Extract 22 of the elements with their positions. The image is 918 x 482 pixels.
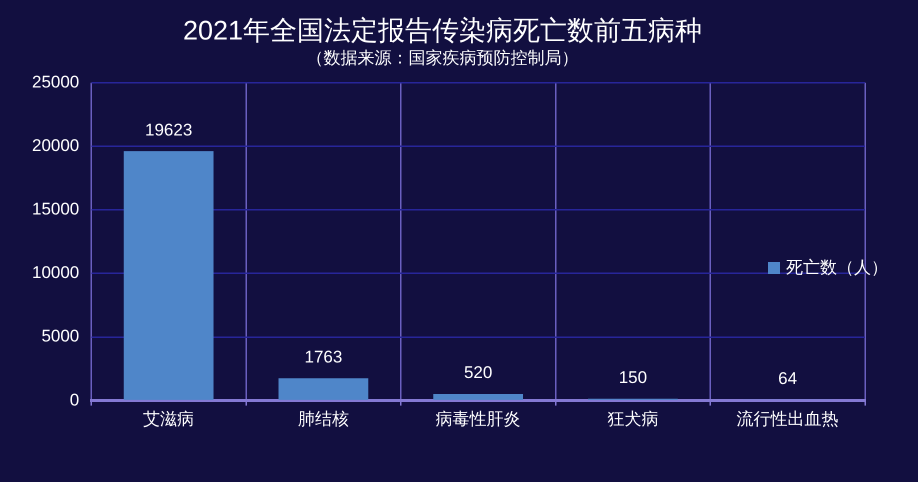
y-tick-label: 25000 [32,72,80,92]
y-tick-label: 10000 [32,263,80,282]
data-label: 520 [464,363,492,382]
bar [124,151,214,400]
bar [278,378,368,400]
x-tick-label: 流行性出血热 [736,409,839,428]
y-tick-label: 15000 [32,200,80,219]
y-tick-label: 5000 [41,326,80,346]
y-tick-label: 20000 [32,136,80,156]
bar [433,394,524,400]
chart-subtitle: （数据来源：国家疾病预防控制局） [306,48,578,68]
legend-label: 死亡数（人） [786,257,888,279]
chart-title: 2021年全国法定报告传染病死亡数前五病种 [182,16,702,46]
data-label: 150 [618,368,648,387]
x-tick-label: 病毒性肝炎 [436,409,521,428]
data-label: 64 [778,368,798,388]
x-tick-label: 狂犬病 [607,409,658,428]
data-label: 19623 [145,120,192,140]
x-tick-label: 肺结核 [298,409,349,428]
data-label: 1763 [304,347,342,366]
y-tick-label: 0 [70,390,80,410]
x-tick-label: 艾滋病 [143,409,194,428]
